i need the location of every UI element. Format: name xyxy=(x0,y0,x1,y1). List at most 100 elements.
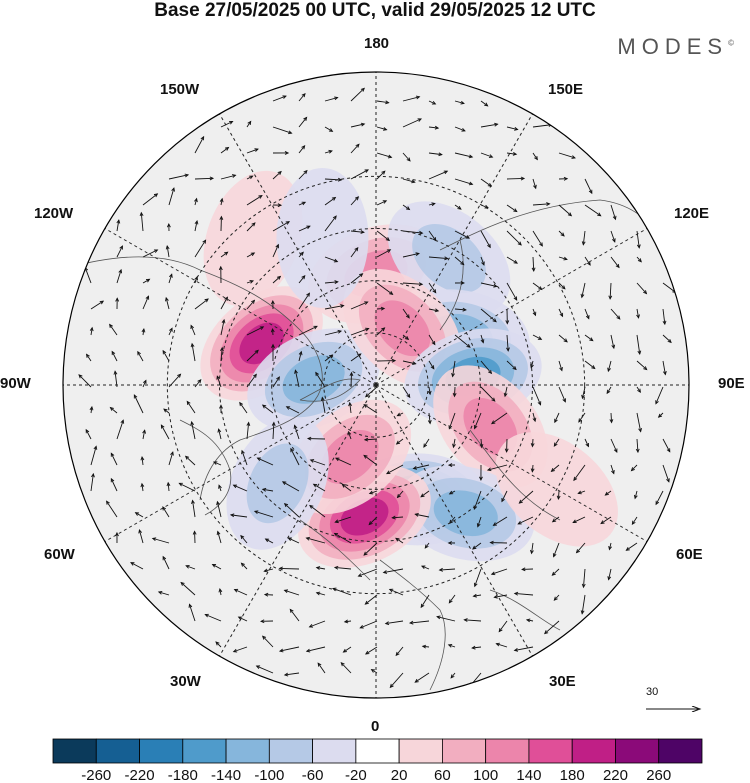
meridian-line xyxy=(104,228,377,386)
wind-arrow xyxy=(90,445,98,466)
wind-arrow xyxy=(350,230,365,234)
wind-arrow xyxy=(662,464,670,483)
wind-arrow xyxy=(232,484,248,492)
wind-arrow xyxy=(232,646,248,653)
wind-arrow xyxy=(350,273,364,284)
negative-anomaly xyxy=(226,417,329,550)
wind-arrow xyxy=(217,428,222,440)
wind-arrow xyxy=(298,169,308,180)
wind-arrow xyxy=(272,95,287,102)
colorbar-swatch xyxy=(528,738,573,764)
wind-arrow xyxy=(162,349,170,362)
reference-vector-arrow xyxy=(646,706,702,712)
negative-anomaly xyxy=(276,167,369,308)
wind-arrow xyxy=(436,615,456,622)
wind-arrow xyxy=(610,308,621,320)
wind-arrow xyxy=(607,360,612,373)
meridian-line xyxy=(219,384,377,657)
lon-label-60w: 60W xyxy=(44,546,75,563)
wind-arrow xyxy=(454,230,471,239)
wind-arrow xyxy=(90,472,95,492)
wind-arrow xyxy=(550,464,560,473)
wind-arrow xyxy=(610,438,618,453)
wind-arrow xyxy=(584,438,589,448)
wind-arrow xyxy=(581,230,586,246)
wind-arrow xyxy=(420,594,430,609)
wind-arrow xyxy=(504,438,509,453)
wind-arrow xyxy=(408,620,430,625)
wind-arrow xyxy=(558,152,576,159)
wind-arrow xyxy=(116,245,123,258)
wind-arrow xyxy=(454,334,471,348)
wind-arrow xyxy=(246,280,255,284)
lon-label-90e: 90E xyxy=(718,375,745,392)
brand-text: MODES xyxy=(617,34,729,59)
wind-arrow xyxy=(506,204,518,213)
wind-arrow xyxy=(584,256,591,266)
wind-arrow xyxy=(480,334,485,344)
wind-arrow xyxy=(412,464,430,470)
wind-arrow xyxy=(532,308,537,317)
colorbar-tick-label: -140 xyxy=(211,767,241,783)
wind-arrow xyxy=(130,562,144,570)
wind-arrow xyxy=(272,203,283,208)
wind-arrow xyxy=(246,299,256,310)
wind-arrow xyxy=(357,568,378,577)
wind-arrow xyxy=(142,295,150,310)
reference-vector-label: 30 xyxy=(646,686,659,698)
wind-arrow xyxy=(116,268,123,284)
wind-arrow xyxy=(532,334,543,340)
wind-arrow xyxy=(584,308,590,320)
wind-arrow xyxy=(263,568,274,573)
wind-arrow xyxy=(428,170,449,180)
wind-arrow xyxy=(192,530,197,544)
wind-arrow xyxy=(298,274,306,284)
wind-arrow xyxy=(427,386,432,396)
wind-arrow xyxy=(272,126,293,135)
wind-arrow xyxy=(240,562,248,570)
wind-arrow xyxy=(428,125,440,130)
wind-arrow xyxy=(306,436,326,441)
wind-arrow xyxy=(427,412,432,425)
wind-arrow xyxy=(116,219,121,232)
wind-arrow xyxy=(272,376,280,388)
wind-arrow xyxy=(480,308,497,323)
wind-arrow xyxy=(89,326,94,336)
wind-arrow xyxy=(343,619,352,624)
wind-arrow xyxy=(350,327,370,336)
wind-arrow xyxy=(402,308,410,319)
meridian-line xyxy=(375,384,648,542)
wind-arrow xyxy=(396,412,404,417)
wind-arrow xyxy=(194,176,215,181)
wind-arrow xyxy=(581,386,586,400)
meridian-line xyxy=(375,113,533,386)
wind-arrow xyxy=(324,215,337,232)
meridian-line xyxy=(104,384,377,542)
wind-arrow xyxy=(78,374,92,388)
wind-arrow xyxy=(165,296,170,310)
meridian-line xyxy=(375,384,533,657)
map-title: Base 27/05/2025 00 UTC, valid 29/05/2025… xyxy=(154,0,596,21)
colorbar-tick-label: -220 xyxy=(125,767,155,783)
wind-arrow xyxy=(428,360,435,370)
wind-arrow xyxy=(625,542,638,551)
wind-arrow xyxy=(142,249,159,258)
wind-arrow xyxy=(635,438,640,454)
wind-arrow xyxy=(448,490,456,495)
wind-arrow xyxy=(220,318,226,336)
wind-arrow xyxy=(194,239,207,258)
wind-arrow xyxy=(178,482,196,492)
wind-arrow xyxy=(194,135,205,154)
wind-arrow xyxy=(324,304,345,310)
wind-arrow xyxy=(246,120,252,128)
colorbar-tick-label: 20 xyxy=(391,767,408,783)
wind-arrow xyxy=(298,145,306,154)
wind-arrow xyxy=(424,542,430,549)
wind-arrow xyxy=(283,589,300,596)
wind-arrow xyxy=(220,174,237,180)
wind-arrow xyxy=(376,230,391,242)
wind-arrow xyxy=(506,176,526,181)
wind-arrow xyxy=(211,563,222,570)
wind-arrow xyxy=(289,608,300,622)
wind-arrow xyxy=(376,249,392,258)
